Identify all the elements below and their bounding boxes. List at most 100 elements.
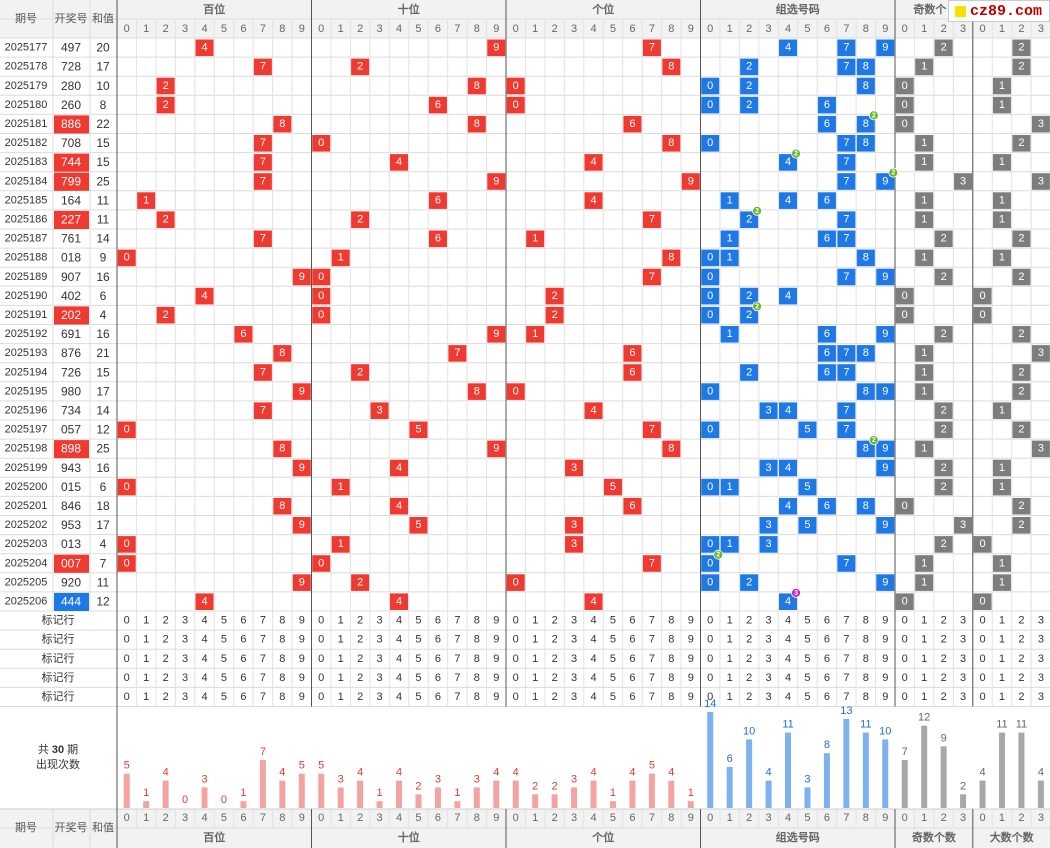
hit-cell-digit: 0 <box>124 424 130 436</box>
hit-cell <box>701 249 720 267</box>
hit-cell-digit: 6 <box>824 194 830 206</box>
footer-digit: 8 <box>863 812 869 824</box>
marker-digit: 7 <box>260 672 266 684</box>
hit-cell-digit: 0 <box>513 385 519 397</box>
hit-cell-digit: 1 <box>999 80 1005 92</box>
marker-digit: 9 <box>882 653 888 665</box>
hit-cell-digit: 6 <box>824 366 830 378</box>
marker-digit: 8 <box>279 615 285 627</box>
row-sum: 15 <box>96 136 110 150</box>
marker-digit: 3 <box>182 634 188 646</box>
hit-cell-digit: 8 <box>863 61 869 73</box>
hit-cell <box>798 517 817 534</box>
marker-digit: 0 <box>979 634 985 646</box>
marker-digit: 2 <box>746 691 752 703</box>
hit-cell-digit: 7 <box>649 42 655 54</box>
hit-cell-digit: 1 <box>727 252 733 264</box>
hit-cell <box>1012 497 1031 515</box>
row-draw-number: 164 <box>61 193 81 207</box>
hit-cell-digit: 2 <box>941 42 947 54</box>
repeat-badge <box>752 205 763 216</box>
hit-cell <box>837 211 856 228</box>
hit-cell-digit: 2 <box>941 233 947 245</box>
frequency-bar <box>1037 780 1044 808</box>
marker-digit: 1 <box>143 672 149 684</box>
hit-cell-digit: 4 <box>201 290 207 302</box>
marker-digit: 6 <box>824 672 830 684</box>
hit-cell <box>817 326 836 343</box>
frequency-value: 4 <box>668 767 674 779</box>
hit-cell-digit: 9 <box>882 462 888 474</box>
hit-cell-digit: 2 <box>1018 42 1024 54</box>
marker-digit: 4 <box>590 672 596 684</box>
row-sum: 17 <box>96 60 110 74</box>
hit-cell <box>895 287 914 305</box>
header-digit: 8 <box>668 23 674 35</box>
hit-cell-digit: 4 <box>590 194 596 206</box>
marker-digit: 2 <box>552 615 558 627</box>
hit-cell <box>759 536 778 553</box>
hit-cell <box>292 268 311 286</box>
marker-digit: 3 <box>571 672 577 684</box>
hit-cell-digit: 7 <box>843 42 849 54</box>
hit-cell-digit: 1 <box>999 99 1005 111</box>
row-period: 2025190 <box>5 290 48 302</box>
marker-digit: 6 <box>435 672 441 684</box>
hit-cell <box>915 574 934 591</box>
header-digit: 2 <box>552 23 558 35</box>
marker-digit: 3 <box>182 691 188 703</box>
hit-cell-digit: 4 <box>590 404 596 416</box>
hit-cell-digit: 2 <box>941 538 947 550</box>
marker-digit: 0 <box>513 615 519 627</box>
marker-digit: 1 <box>338 615 344 627</box>
marker-digit: 8 <box>863 615 869 627</box>
frequency-bar <box>862 732 869 808</box>
hit-cell-digit: 7 <box>649 424 655 436</box>
hit-cell-digit: 6 <box>824 500 830 512</box>
hit-cell <box>292 459 311 477</box>
frequency-bar <box>512 780 519 808</box>
hit-cell <box>915 211 934 228</box>
repeat-badge <box>868 110 879 121</box>
hit-cell <box>662 440 681 458</box>
hit-cell <box>565 536 584 553</box>
marker-digit: 9 <box>299 634 305 646</box>
row-draw-number: 846 <box>61 499 81 513</box>
hit-cell-digit: 0 <box>124 481 130 493</box>
hit-cell <box>954 517 973 534</box>
frequency-value: 3 <box>804 773 810 785</box>
frequency-bar <box>882 739 889 808</box>
marker-digit: 5 <box>804 653 810 665</box>
marker-digit: 9 <box>882 615 888 627</box>
header-digit: 9 <box>299 23 305 35</box>
hit-cell <box>351 211 370 228</box>
marker-digit: 4 <box>396 672 402 684</box>
hit-cell-digit: 3 <box>571 538 577 550</box>
hit-cell <box>1031 115 1050 133</box>
hit-cell-digit: 3 <box>766 519 772 531</box>
header-group-label: 十位 <box>398 2 420 16</box>
hit-cell-digit: 7 <box>843 213 849 225</box>
marker-digit: 3 <box>377 634 383 646</box>
hit-cell-digit: 0 <box>707 557 713 569</box>
marker-digit: 3 <box>766 634 772 646</box>
hit-cell <box>409 517 428 534</box>
marker-digit: 5 <box>415 634 421 646</box>
marker-digit: 9 <box>493 615 499 627</box>
frequency-bar <box>746 739 753 808</box>
frequency-bar <box>143 801 150 808</box>
hit-cell-digit: 2 <box>1018 61 1024 73</box>
header-digit: 2 <box>357 23 363 35</box>
footer-sum: 和值 <box>92 821 114 834</box>
hit-cell <box>895 497 914 515</box>
hit-cell <box>390 497 409 515</box>
hit-cell <box>487 326 506 343</box>
marker-digit: 5 <box>610 653 616 665</box>
hit-cell-digit: 1 <box>999 213 1005 225</box>
hit-cell-digit: 6 <box>435 233 441 245</box>
site-logo[interactable]: cz89.com <box>948 0 1050 22</box>
hit-cell <box>720 192 739 209</box>
marker-digit: 6 <box>824 691 830 703</box>
frequency-value: 13 <box>840 705 852 717</box>
marker-digit: 2 <box>357 615 363 627</box>
